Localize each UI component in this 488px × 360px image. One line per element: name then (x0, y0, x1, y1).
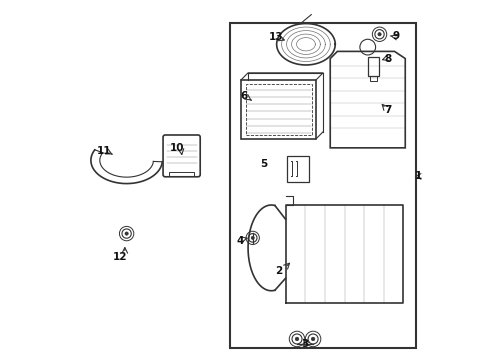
Text: 7: 7 (384, 105, 391, 115)
Text: 8: 8 (384, 54, 391, 64)
Circle shape (251, 237, 254, 239)
Circle shape (125, 232, 128, 235)
Text: 10: 10 (170, 143, 184, 153)
Text: 11: 11 (97, 146, 111, 156)
Bar (168, 172, 194, 176)
Text: 13: 13 (268, 32, 283, 42)
Text: 2: 2 (274, 266, 282, 276)
Bar (286, 156, 308, 182)
Circle shape (377, 33, 380, 36)
Text: 6: 6 (241, 91, 247, 101)
Text: 1: 1 (414, 171, 422, 181)
Text: 4: 4 (236, 236, 244, 246)
Circle shape (311, 337, 314, 341)
Text: 9: 9 (391, 31, 399, 41)
Text: 12: 12 (113, 252, 127, 262)
Circle shape (295, 337, 298, 341)
Bar (230, 23, 415, 348)
Bar (367, 57, 378, 76)
Text: 3: 3 (301, 339, 308, 349)
Text: 5: 5 (260, 159, 267, 169)
